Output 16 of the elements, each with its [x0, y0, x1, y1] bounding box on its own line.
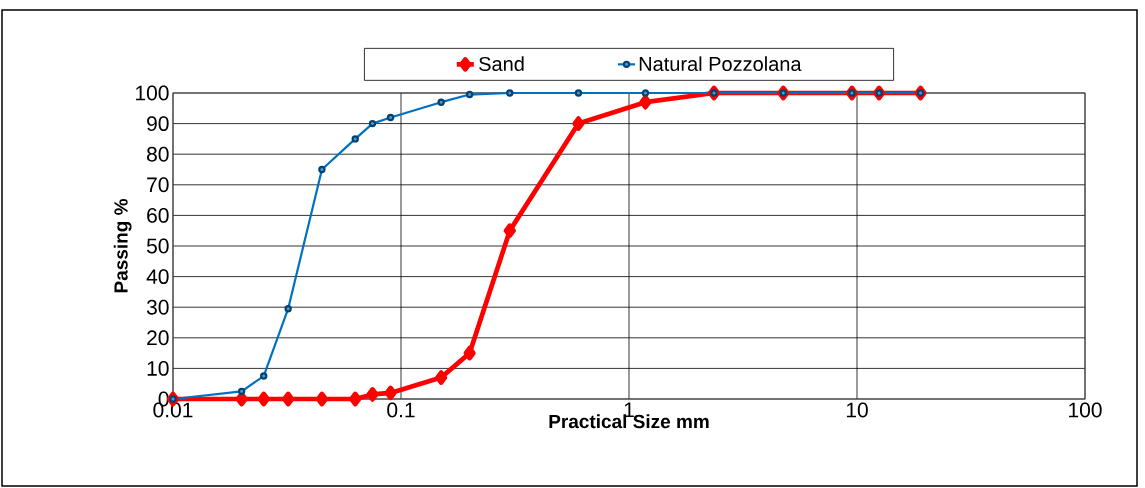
x-tick-label: 100 [1069, 402, 1102, 418]
y-tick-label: 50 [146, 238, 169, 254]
legend-label: Sand [479, 56, 524, 72]
y-tick-label: 90 [147, 116, 169, 132]
y-tick-label: 80 [147, 146, 169, 162]
y-tick-label: 30 [146, 299, 169, 315]
x-tick-label: 10 [846, 402, 868, 418]
x-tick-label: 0.1 [387, 402, 415, 418]
y-axis-title: Passing % [113, 199, 132, 293]
y-tick-label: 70 [147, 177, 169, 193]
y-tick-label: 100 [136, 85, 169, 101]
legend-label: Natural Pozzolana [639, 56, 802, 72]
y-tick-label: 60 [147, 207, 169, 223]
y-tick-label: 10 [147, 360, 169, 376]
y-tick-label: 40 [146, 269, 169, 285]
y-tick-label: 20 [147, 330, 169, 346]
